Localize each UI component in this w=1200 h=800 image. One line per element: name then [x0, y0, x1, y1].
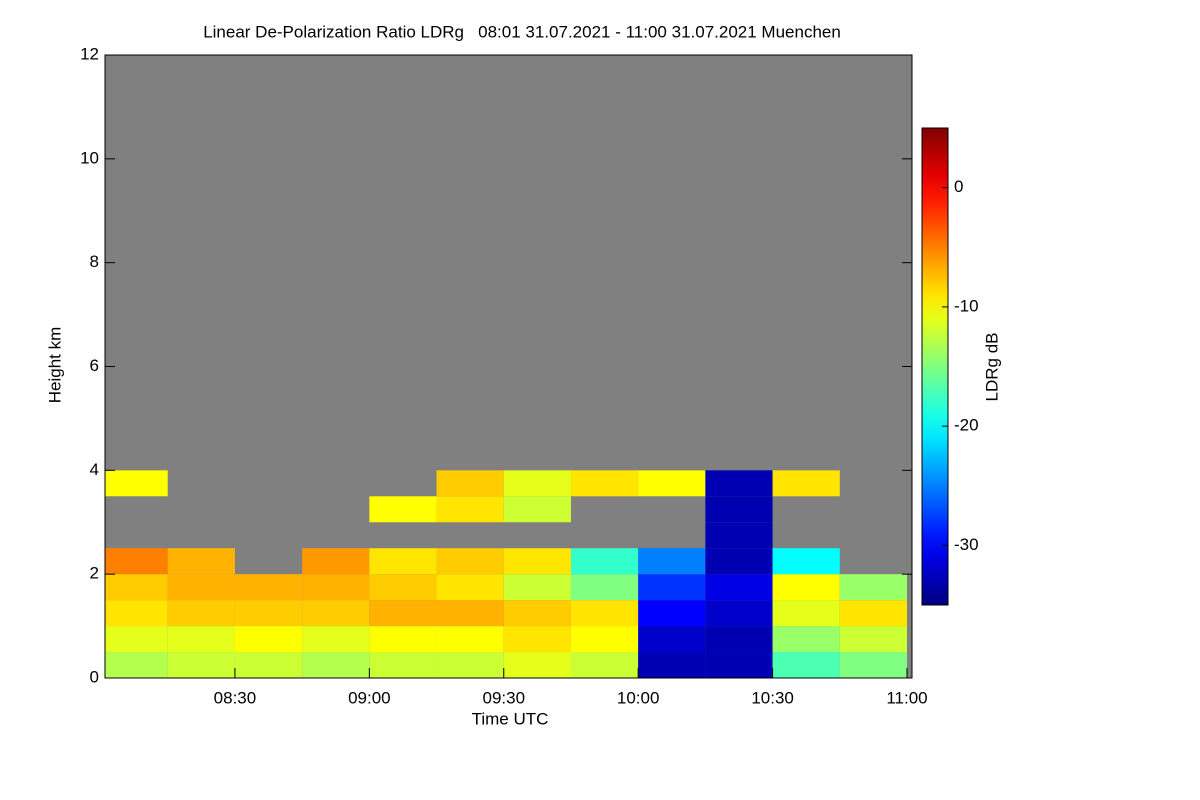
heatmap-cell — [638, 470, 706, 497]
heatmap-cell — [234, 600, 303, 627]
heatmap-cell — [369, 626, 437, 653]
heatmap-cell — [105, 652, 168, 678]
y-axis-label: Height km — [45, 327, 64, 404]
heatmap-cell — [705, 470, 773, 497]
heatmap-cell — [436, 626, 504, 653]
colorbar-tick-label: -30 — [954, 535, 979, 554]
heatmap-cell — [302, 548, 370, 575]
heatmap-cell — [167, 600, 235, 627]
heatmap-cell — [436, 600, 504, 627]
heatmap-cell — [503, 548, 571, 575]
heatmap-cell — [436, 496, 504, 523]
heatmap-cell — [167, 626, 235, 653]
heatmap-cell — [705, 600, 773, 627]
heatmap-cell — [436, 652, 504, 678]
heatmap-cell — [503, 652, 571, 678]
heatmap-cell — [570, 548, 639, 575]
heatmap-cell — [839, 652, 907, 678]
heatmap-cell — [105, 548, 168, 575]
colorbar-label: LDRg dB — [982, 333, 1001, 402]
heatmap-cell — [839, 574, 907, 601]
heatmap-cell — [234, 574, 303, 601]
heatmap-cell — [369, 574, 437, 601]
y-tick-label: 8 — [90, 252, 99, 271]
heatmap-cell — [503, 600, 571, 627]
heatmap-cell — [570, 600, 639, 627]
heatmap-cell — [772, 548, 840, 575]
heatmap-cell — [638, 574, 706, 601]
heatmap-cell — [503, 574, 571, 601]
heatmap-cell — [705, 626, 773, 653]
heatmap-cell — [772, 626, 840, 653]
heatmap-cell — [503, 496, 571, 523]
heatmap-cell — [705, 652, 773, 678]
x-tick-label: 10:30 — [751, 688, 794, 707]
heatmap-cell — [234, 652, 303, 678]
heatmap-cell — [105, 574, 168, 601]
y-tick-label: 2 — [90, 564, 99, 583]
heatmap-cell — [105, 600, 168, 627]
heatmap-cell — [638, 652, 706, 678]
y-tick-label: 4 — [90, 460, 99, 479]
heatmap-cell — [234, 626, 303, 653]
y-tick-label: 12 — [80, 44, 99, 63]
y-tick-label: 6 — [90, 356, 99, 375]
heatmap-cell — [570, 470, 639, 497]
heatmap-cell — [570, 574, 639, 601]
heatmap-cell — [369, 600, 437, 627]
y-tick-label: 0 — [90, 667, 99, 686]
heatmap-cell — [705, 548, 773, 575]
x-tick-label: 09:00 — [348, 688, 391, 707]
chart-title: Linear De-Polarization Ratio LDRg 08:01 … — [203, 22, 841, 41]
heatmap-cell — [302, 626, 370, 653]
heatmap-cell — [638, 600, 706, 627]
heatmap-cell — [369, 496, 437, 523]
heatmap-cell — [503, 470, 571, 497]
heatmap-cell — [369, 548, 437, 575]
y-tick-label: 10 — [80, 148, 99, 167]
heatmap-cell — [503, 626, 571, 653]
heatmap-cell — [772, 574, 840, 601]
x-axis-label: Time UTC — [472, 709, 549, 728]
colorbar — [921, 127, 949, 606]
heatmap-cell — [772, 652, 840, 678]
heatmap-cell — [705, 496, 773, 523]
colorbar-tick-label: 0 — [954, 177, 963, 196]
heatmap-cell — [436, 548, 504, 575]
heatmap-cell — [105, 470, 168, 497]
heatmap-cell — [302, 652, 370, 678]
heatmap-cell — [302, 574, 370, 601]
heatmap-cell — [638, 548, 706, 575]
heatmap-cell — [302, 600, 370, 627]
colorbar-tick-label: -10 — [954, 296, 979, 315]
heatmap-cell — [570, 652, 639, 678]
x-tick-label: 09:30 — [482, 688, 525, 707]
heatmap-cell — [436, 574, 504, 601]
heatmap-cell — [772, 600, 840, 627]
heatmap-cell — [839, 626, 907, 653]
x-tick-label: 08:30 — [214, 688, 257, 707]
colorbar-tick-label: -20 — [954, 416, 979, 435]
heatmap-cell — [839, 600, 907, 627]
heatmap-cell — [772, 470, 840, 497]
x-tick-label: 11:00 — [886, 688, 927, 707]
heatmap-cell — [436, 470, 504, 497]
heatmap-cell — [705, 522, 773, 549]
heatmap-cell — [167, 548, 235, 575]
heatmap-cell — [570, 626, 639, 653]
heatmap-cell — [638, 626, 706, 653]
heatmap-cell — [705, 574, 773, 601]
heatmap-cell — [369, 652, 437, 678]
heatmap-cell — [167, 652, 235, 678]
heatmap-cell — [167, 574, 235, 601]
x-tick-label: 10:00 — [617, 688, 660, 707]
heatmap-cell — [105, 626, 168, 653]
